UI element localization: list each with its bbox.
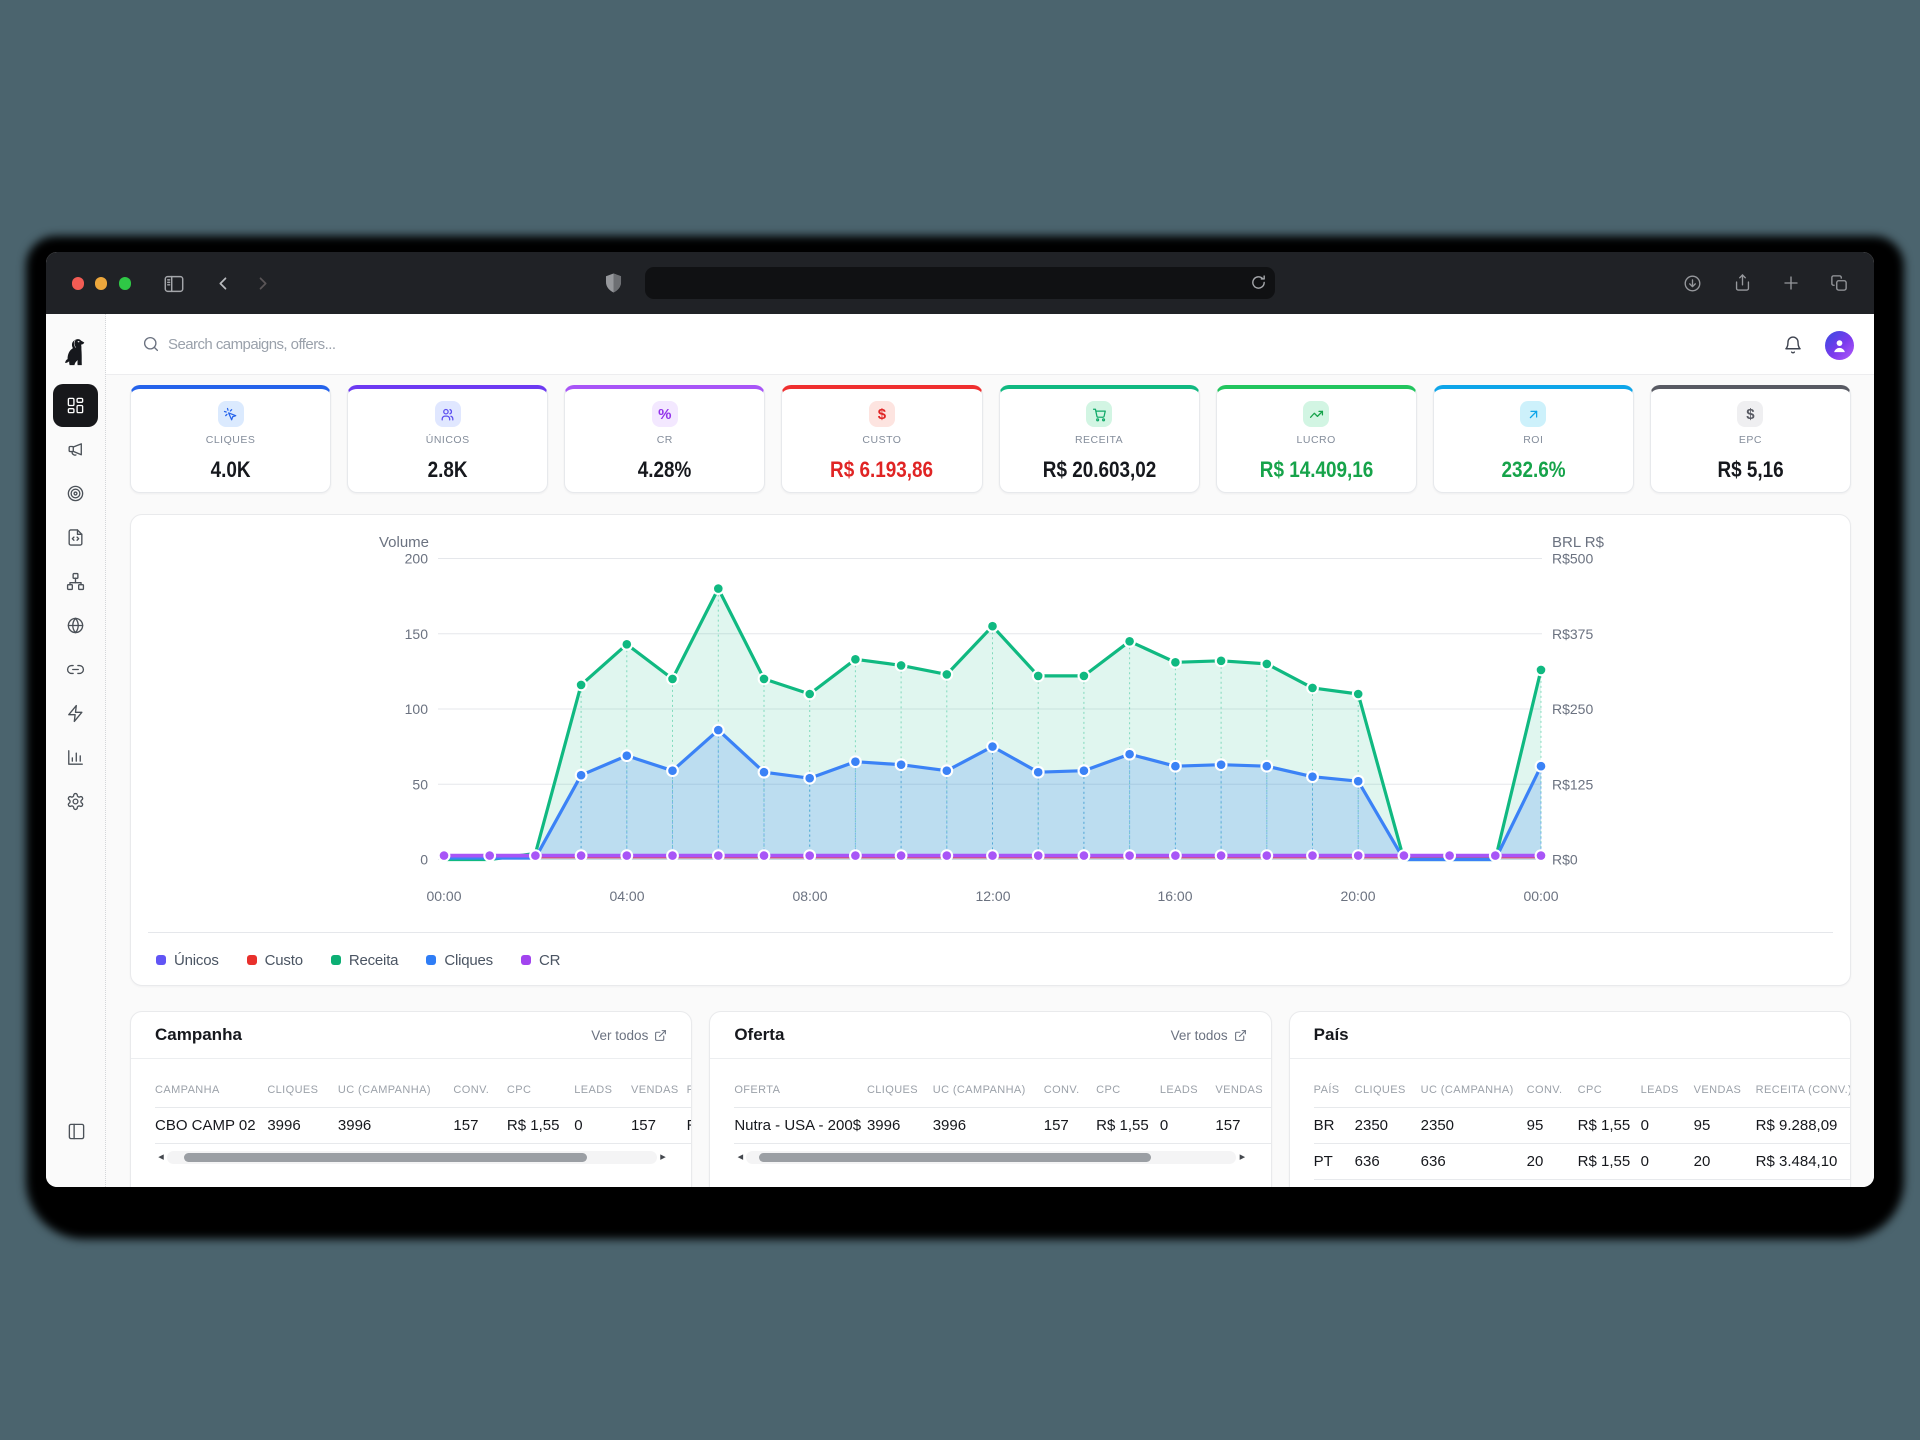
- svg-text:150: 150: [405, 626, 429, 642]
- svg-text:100: 100: [405, 701, 429, 717]
- svg-text:BRL R$: BRL R$: [1552, 534, 1605, 551]
- svg-text:20:00: 20:00: [1340, 888, 1375, 904]
- svg-text:16:00: 16:00: [1157, 888, 1192, 904]
- svg-text:00:00: 00:00: [426, 888, 461, 904]
- svg-text:R$125: R$125: [1552, 776, 1593, 792]
- svg-text:R$500: R$500: [1552, 551, 1593, 567]
- svg-text:04:00: 04:00: [609, 888, 644, 904]
- svg-text:200: 200: [405, 551, 429, 567]
- svg-text:08:00: 08:00: [792, 888, 827, 904]
- svg-text:12:00: 12:00: [975, 888, 1010, 904]
- svg-text:Volume: Volume: [379, 534, 429, 551]
- svg-text:0: 0: [420, 852, 428, 868]
- svg-text:R$250: R$250: [1552, 701, 1593, 717]
- svg-text:R$0: R$0: [1552, 852, 1578, 868]
- svg-text:R$375: R$375: [1552, 626, 1593, 642]
- svg-text:00:00: 00:00: [1523, 888, 1558, 904]
- svg-text:50: 50: [412, 776, 428, 792]
